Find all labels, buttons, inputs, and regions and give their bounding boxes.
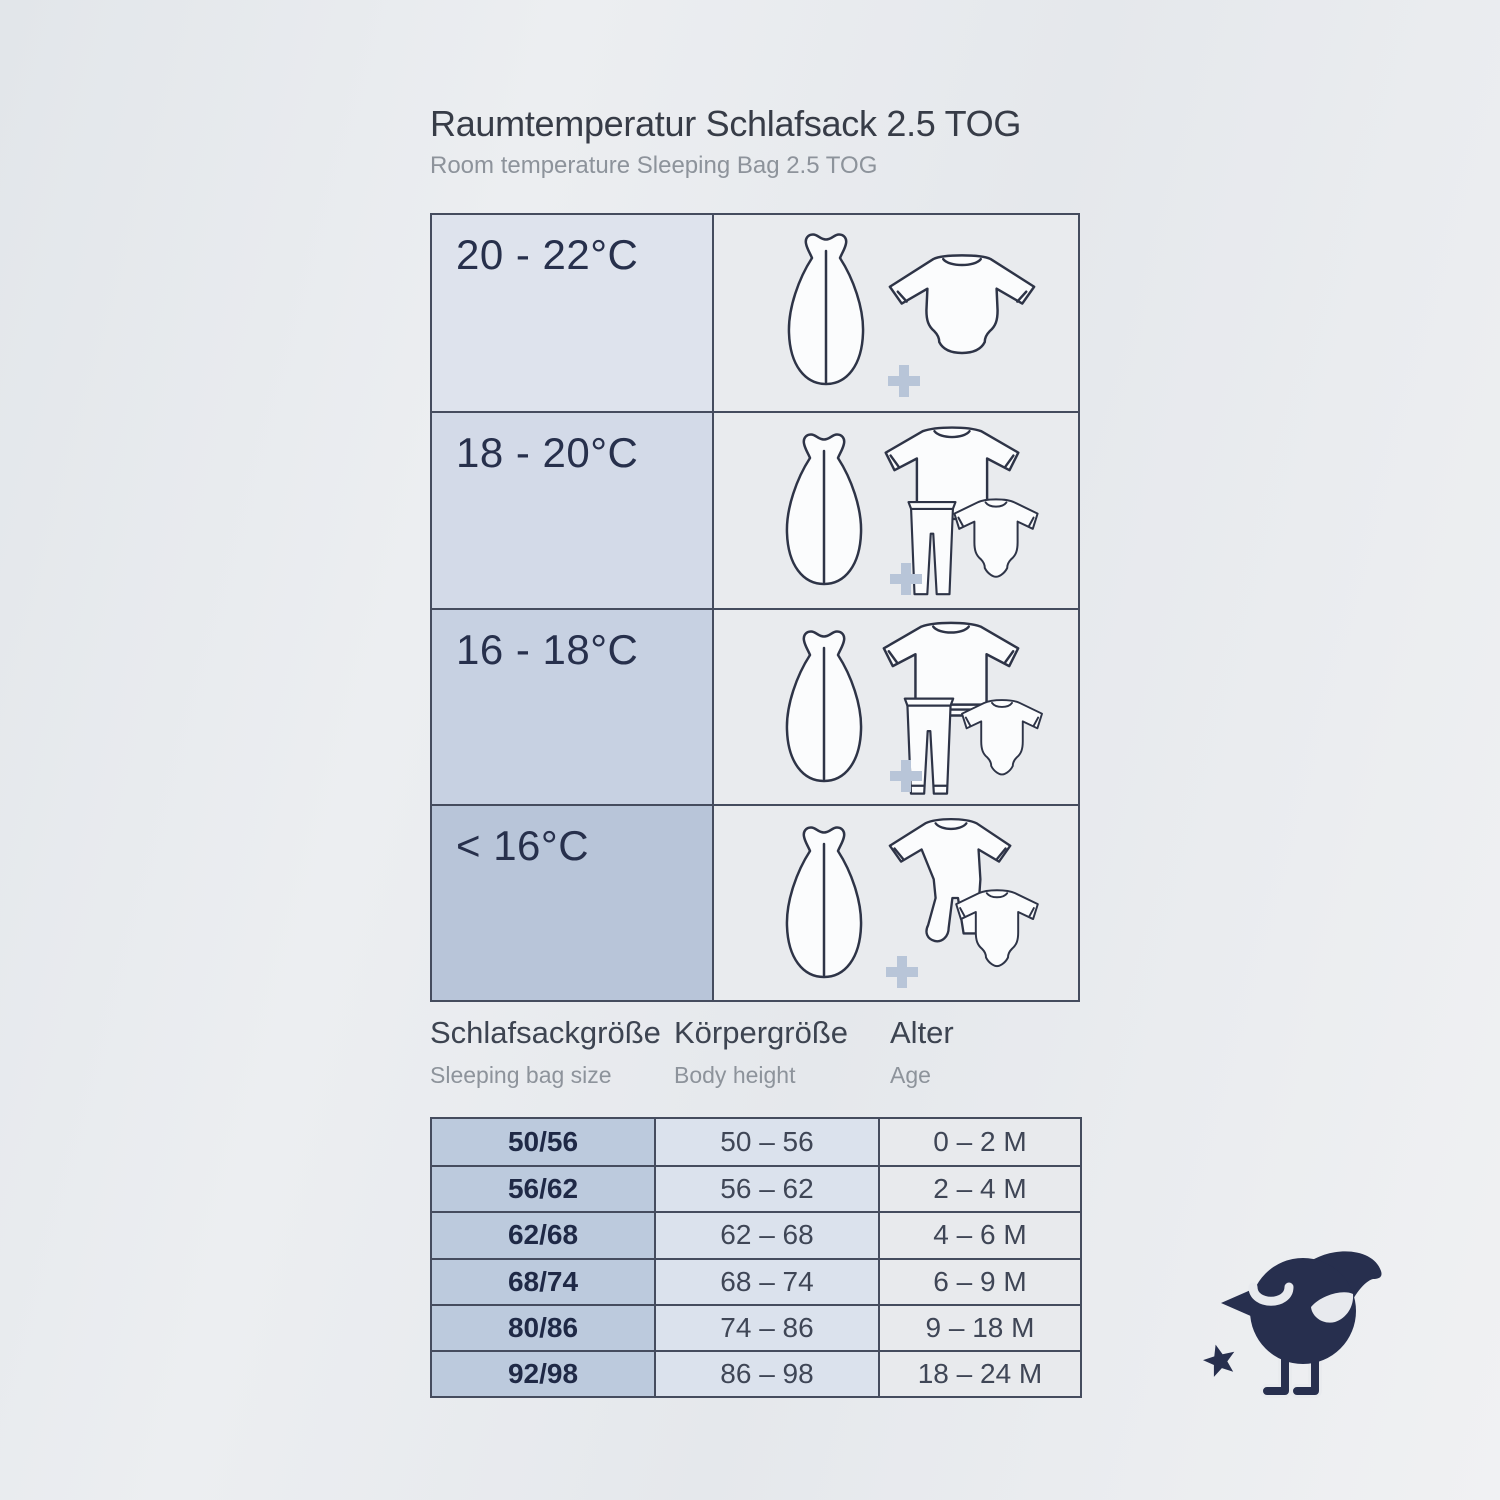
sleeping-bag-icon <box>785 826 863 978</box>
temperature-clothing-table: 20 - 22°C 18 - 20°C 16 - 18°C <box>430 213 1080 1002</box>
short-sleeve-bodysuit-icon <box>955 888 1039 967</box>
sleeping-bag-icon <box>787 233 865 386</box>
header-sleeping-bag-size-de: Schlafsackgröße <box>430 1015 661 1050</box>
header-body-height-en: Body height <box>674 1062 796 1088</box>
header-age-de: Alter <box>890 1015 954 1050</box>
page-title: Raumtemperatur Schlafsack 2.5 TOG <box>430 103 1022 144</box>
clothing-illustration-cell <box>714 411 1078 608</box>
height-cell: 74 – 86 <box>656 1303 880 1350</box>
height-cell: 50 – 56 <box>656 1119 880 1166</box>
bird-eye <box>1248 1282 1294 1306</box>
age-cell: 4 – 6 M <box>880 1211 1080 1258</box>
age-cell: 6 – 9 M <box>880 1257 1080 1304</box>
header-body-height-de: Körpergröße <box>674 1015 849 1050</box>
age-cell: 0 – 2 M <box>880 1119 1080 1166</box>
plus-icon <box>888 365 920 397</box>
age-cell: 2 – 4 M <box>880 1165 1080 1212</box>
bird-with-star-logo <box>1203 1251 1382 1398</box>
temperature-cell-below-16: < 16°C <box>432 803 714 1000</box>
age-cell: 18 – 24 M <box>880 1349 1080 1396</box>
size-table: 50/56 50 – 56 0 – 2 M 56/62 56 – 62 2 – … <box>430 1117 1082 1398</box>
sleeping-bag-icon <box>785 433 863 586</box>
size-cell: 62/68 <box>432 1211 656 1258</box>
temperature-label: 20 - 22°C <box>456 231 639 278</box>
sleeping-bag-icon <box>785 629 863 782</box>
header-age-en: Age <box>890 1062 931 1088</box>
size-cell: 80/86 <box>432 1303 656 1350</box>
temperature-label: < 16°C <box>456 821 590 869</box>
temperature-cell-20-22: 20 - 22°C <box>432 215 714 412</box>
age-cell: 9 – 18 M <box>880 1303 1080 1350</box>
bird-wing <box>1311 1292 1354 1323</box>
temperature-cell-16-18: 16 - 18°C <box>432 607 714 804</box>
page-subtitle: Room temperature Sleeping Bag 2.5 TOG <box>430 152 878 179</box>
plus-icon <box>886 955 918 988</box>
bird-body <box>1250 1258 1356 1364</box>
temperature-label: 18 - 20°C <box>456 429 639 477</box>
clothing-illustration-cell <box>714 803 1078 1000</box>
short-sleeve-bodysuit-icon <box>961 698 1043 775</box>
temperature-label: 16 - 18°C <box>456 625 639 673</box>
height-cell: 62 – 68 <box>656 1211 880 1258</box>
size-cell: 92/98 <box>432 1349 656 1396</box>
size-cell: 50/56 <box>432 1119 656 1166</box>
size-cell: 56/62 <box>432 1165 656 1212</box>
star-icon <box>1203 1344 1235 1377</box>
height-cell: 56 – 62 <box>656 1165 880 1212</box>
bird-legs <box>1260 1346 1322 1398</box>
short-sleeve-bodysuit-icon <box>953 498 1039 579</box>
height-cell: 86 – 98 <box>656 1349 880 1396</box>
clothing-illustration-cell <box>714 607 1078 804</box>
height-cell: 68 – 74 <box>656 1257 880 1304</box>
plus-icon <box>890 563 922 596</box>
header-sleeping-bag-size-en: Sleeping bag size <box>430 1062 612 1088</box>
size-cell: 68/74 <box>432 1257 656 1304</box>
bird-beak <box>1221 1289 1253 1317</box>
plus-icon <box>890 759 922 792</box>
long-sleeve-bodysuit-icon <box>888 254 1036 355</box>
temperature-cell-18-20: 18 - 20°C <box>432 411 714 608</box>
clothing-illustration-cell <box>714 215 1078 412</box>
